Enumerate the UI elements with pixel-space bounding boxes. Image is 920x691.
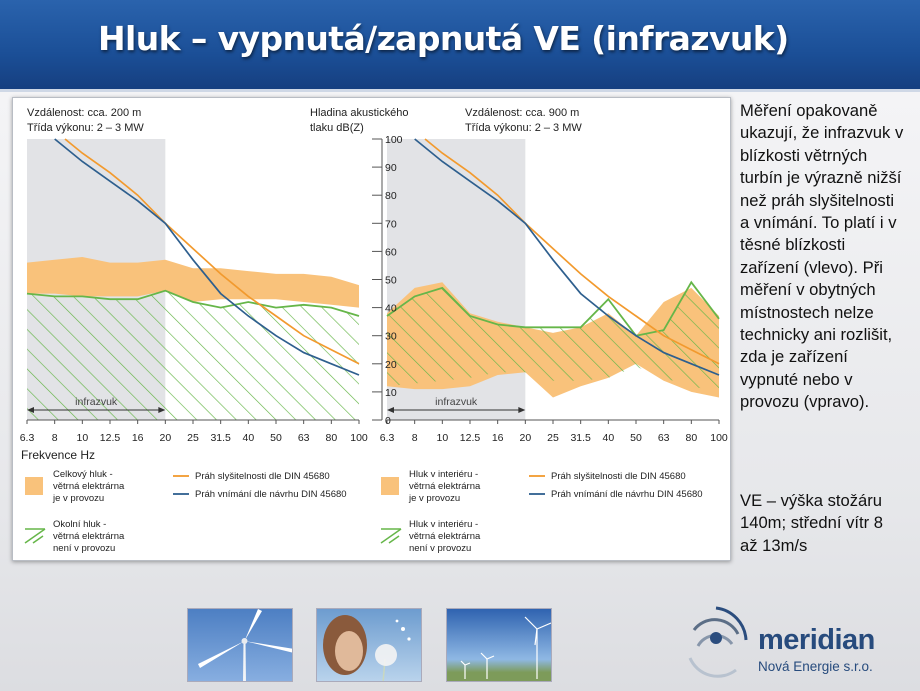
legend-text-interier_on-2: je v provozu	[408, 493, 460, 504]
legend-text-sly-r: Práh slyšitelnosti dle DIN 45680	[551, 471, 686, 482]
legend-swatch-celkovy	[25, 477, 43, 495]
threshold-line-1-0	[424, 138, 720, 365]
x-tick-label-1-3: 12.5	[460, 432, 481, 444]
header-power-1: Třída výkonu: 2 – 3 MW	[465, 122, 582, 134]
y-axis-label-line1: Hladina akustického	[310, 107, 408, 119]
legend-swatch-hatch-okolni	[32, 535, 44, 544]
infrasound-label-0: infrazvuk	[75, 396, 118, 408]
logo-subtitle: Nová Energie s.r.o.	[758, 659, 873, 674]
threshold-line-0-0	[64, 138, 360, 365]
y-tick-label-90: 90	[385, 162, 397, 174]
legend-text-celkovy-0: Celkový hluk -	[53, 469, 113, 480]
infrasound-charts: 6.3 8 10 12.5 16 20 25 31.5 40 50 63 80 100infrazvuk…	[20, 107, 728, 554]
infrasound-label-1: infrazvuk	[435, 396, 478, 408]
x-tick-label-1-0: 6.3	[380, 432, 395, 444]
legend-text-interier_off-0: Hluk v interiéru -	[409, 519, 478, 530]
x-tick-label-0-11: 80	[325, 432, 337, 444]
x-tick-label-1-9: 50	[630, 432, 642, 444]
legend-text-vni-r: Práh vnímání dle návrhu DIN 45680	[551, 489, 703, 500]
band-0-0	[27, 257, 359, 308]
y-tick-label-60: 60	[385, 246, 397, 258]
legend-text-interier_off-2: není v provozu	[409, 543, 471, 554]
y-tick-label-20: 20	[385, 359, 397, 371]
photo-wind-turbine	[187, 608, 293, 682]
y-tick-label-30: 30	[385, 331, 397, 343]
x-tick-label-1-1: 8	[412, 432, 418, 444]
band-edge-0-1	[26, 289, 360, 317]
legend-swatch-interier_off	[380, 528, 402, 544]
arrow-head-right-1	[518, 407, 526, 413]
title-bar: Hluk – vypnutá/zapnutá VE (infrazvuk)	[0, 0, 920, 92]
x-tick-label-0-12: 100	[350, 432, 368, 444]
x-tick-label-0-0: 6.3	[20, 432, 35, 444]
x-tick-label-1-11: 80	[685, 432, 697, 444]
legend-text-celkovy-2: je v provozu	[52, 493, 104, 504]
x-axis-title: Frekvence Hz	[21, 448, 95, 462]
y-tick-label-70: 70	[385, 218, 397, 230]
x-tick-label-0-10: 63	[298, 432, 310, 444]
x-tick-label-0-8: 40	[242, 432, 254, 444]
wind-turbine-icon	[198, 609, 292, 681]
legend-text-okolni-1: větrná elektrárna	[53, 531, 125, 542]
child-dandelion-icon	[323, 615, 411, 681]
legend-swatch-hatch-interier_off	[388, 535, 400, 544]
y-tick-label-10: 10	[385, 387, 397, 399]
y-tick-label-40: 40	[385, 303, 397, 315]
x-tick-label-1-8: 40	[602, 432, 614, 444]
meridian-logo-icon	[688, 606, 748, 678]
band-edge-1-1	[386, 280, 720, 337]
y-axis-label-line2: tlaku dB(Z)	[310, 122, 364, 134]
x-tick-label-0-3: 12.5	[100, 432, 121, 444]
x-tick-label-0-5: 20	[159, 432, 171, 444]
slide-title: Hluk – vypnutá/zapnutá VE (infrazvuk)	[98, 19, 789, 58]
photo-child-dandelion	[316, 608, 422, 682]
y-tick-label-100: 100	[385, 134, 403, 146]
logo-name: meridian	[758, 624, 875, 656]
legend-text-interier_on-0: Hluk v interiéru -	[409, 469, 478, 480]
arrow-head-left-0	[27, 407, 34, 413]
band-0-1	[27, 290, 359, 420]
x-tick-label-0-7: 31.5	[210, 432, 231, 444]
band-1-1	[387, 282, 719, 392]
arrow-head-right-0	[158, 407, 166, 413]
y-tick-label-80: 80	[385, 190, 397, 202]
header-distance-1: Vzdálenost: cca. 900 m	[465, 107, 579, 119]
x-tick-label-1-5: 20	[519, 432, 531, 444]
legend-text-interier_on-1: větrná elektrárna	[409, 481, 481, 492]
threshold-line-1-1	[414, 138, 720, 376]
noise-figure: 6.3 8 10 12.5 16 20 25 31.5 40 50 63 80 100 infrazvuk…	[12, 97, 731, 561]
legend-text-okolni-2: není v provozu	[53, 543, 115, 554]
wind-farm-icon	[460, 616, 551, 679]
x-tick-label-1-2: 10	[436, 432, 448, 444]
y-tick-label-0: 0	[385, 415, 391, 427]
legend-text-sly-l: Práh slyšitelnosti dle DIN 45680	[195, 471, 330, 482]
threshold-line-0-1	[54, 138, 360, 376]
x-tick-label-1-4: 16	[492, 432, 504, 444]
side-text: Měření opakovaně ukazují, že infrazvuk v…	[740, 101, 904, 412]
x-tick-label-1-10: 63	[658, 432, 670, 444]
x-tick-label-0-2: 10	[76, 432, 88, 444]
x-tick-label-1-6: 25	[547, 432, 559, 444]
legend-swatch-okolni	[24, 528, 46, 544]
x-tick-label-1-7: 31.5	[570, 432, 591, 444]
legend-swatch-interier_on	[381, 477, 399, 495]
header-power-0: Třída výkonu: 2 – 3 MW	[27, 122, 144, 134]
x-tick-label-0-4: 16	[132, 432, 144, 444]
arrow-head-left-1	[387, 407, 394, 413]
x-tick-label-0-1: 8	[52, 432, 58, 444]
legend-text-interier_off-1: větrná elektrárna	[409, 531, 481, 542]
header-distance-0: Vzdálenost: cca. 200 m	[27, 107, 141, 119]
y-tick-label-50: 50	[385, 275, 397, 287]
x-tick-label-0-9: 50	[270, 432, 282, 444]
photo-wind-farm	[446, 608, 552, 682]
legend-text-vni-l: Práh vnímání dle návrhu DIN 45680	[195, 489, 347, 500]
side-text-tower: VE – výška stožáru 140m; střední vítr 8 …	[740, 491, 883, 555]
x-tick-label-0-6: 25	[187, 432, 199, 444]
x-tick-label-1-12: 100	[710, 432, 728, 444]
legend-text-celkovy-1: větrná elektrárna	[53, 481, 125, 492]
legend-text-okolni-0: Okolní hluk -	[53, 519, 106, 530]
